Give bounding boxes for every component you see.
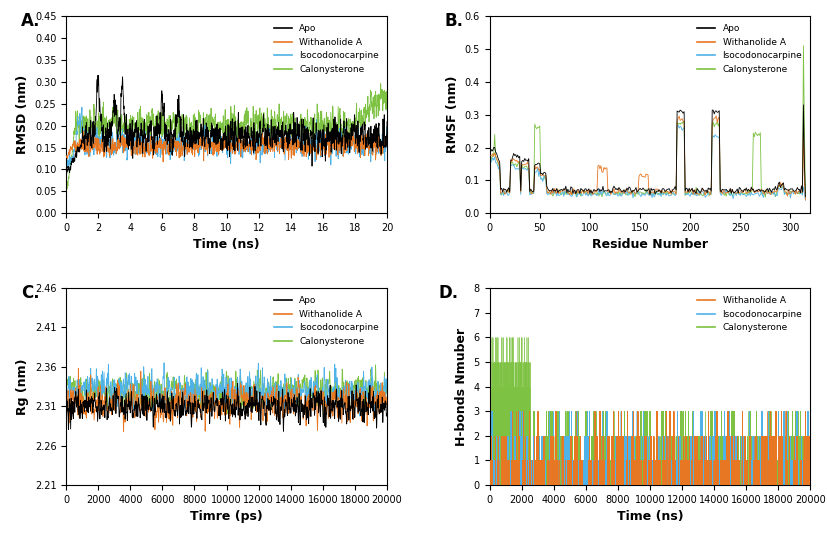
X-axis label: Time (ns): Time (ns): [194, 238, 260, 252]
X-axis label: Time (ns): Time (ns): [617, 510, 683, 523]
Y-axis label: Rg (nm): Rg (nm): [17, 358, 29, 415]
Text: B.: B.: [445, 12, 464, 30]
X-axis label: Residue Number: Residue Number: [592, 238, 708, 252]
X-axis label: Timre (ps): Timre (ps): [190, 510, 263, 523]
Y-axis label: H-bonds Nmuber: H-bonds Nmuber: [455, 328, 468, 446]
Text: A.: A.: [22, 12, 41, 30]
Legend: Withanolide A, Isocodonocarpine, Calonysterone: Withanolide A, Isocodonocarpine, Calonys…: [694, 293, 806, 336]
Text: C.: C.: [22, 284, 40, 302]
Y-axis label: RMSD (nm): RMSD (nm): [17, 75, 29, 154]
Text: D.: D.: [438, 284, 458, 302]
Y-axis label: RMSF (nm): RMSF (nm): [446, 76, 459, 154]
Legend: Apo, Withanolide A, Isocodonocarpine, Calonysterone: Apo, Withanolide A, Isocodonocarpine, Ca…: [270, 20, 382, 78]
Legend: Apo, Withanolide A, Isocodonocarpine, Calonysterone: Apo, Withanolide A, Isocodonocarpine, Ca…: [694, 20, 806, 78]
Legend: Apo, Withanolide A, Isocodonocarpine, Calonysterone: Apo, Withanolide A, Isocodonocarpine, Ca…: [270, 293, 382, 349]
